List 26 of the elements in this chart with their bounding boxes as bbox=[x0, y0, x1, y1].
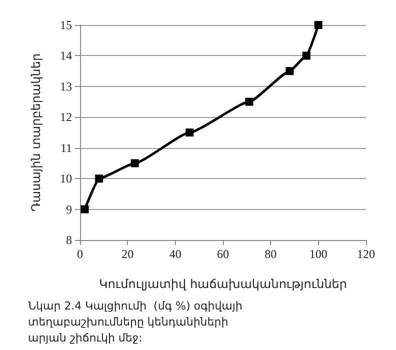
y-tick-label: 11 bbox=[60, 140, 72, 155]
x-tick-label: 60 bbox=[217, 247, 229, 261]
x-tick-label: 80 bbox=[264, 247, 277, 261]
point bbox=[130, 159, 139, 168]
x-tick-label: 0 bbox=[77, 247, 83, 261]
y-tick-label: 10 bbox=[60, 172, 72, 186]
y-axis-title: Դասային տարբերակներ bbox=[29, 53, 43, 212]
point bbox=[286, 67, 294, 76]
y-tick-label: 9 bbox=[66, 202, 72, 216]
x-tick-label: 20 bbox=[122, 247, 134, 261]
point bbox=[80, 205, 89, 214]
point bbox=[314, 21, 322, 29]
point bbox=[95, 174, 104, 183]
point bbox=[186, 128, 194, 136]
y-tick-label: 8 bbox=[66, 233, 72, 247]
x-tick-label: 40 bbox=[169, 247, 182, 261]
point bbox=[245, 98, 254, 106]
x-tick-label: 120 bbox=[357, 247, 375, 261]
x-axis-title: Կումուլյատիվ հաճախականություններ bbox=[98, 277, 348, 291]
y-tick-label: 15 bbox=[60, 18, 72, 32]
y-tick-label: 13 bbox=[60, 79, 72, 94]
y-tick-label: 14 bbox=[60, 48, 72, 63]
x-tick-label: 100 bbox=[309, 247, 328, 261]
y-tick-label: 12 bbox=[60, 110, 72, 124]
text: Նկար 2.4 Կալցիումի (մգ %) օգիվայի տեղաբաշխումները կենդանիների արյան շիճուկի մեջ: bbox=[28, 300, 246, 344]
point bbox=[302, 52, 310, 60]
